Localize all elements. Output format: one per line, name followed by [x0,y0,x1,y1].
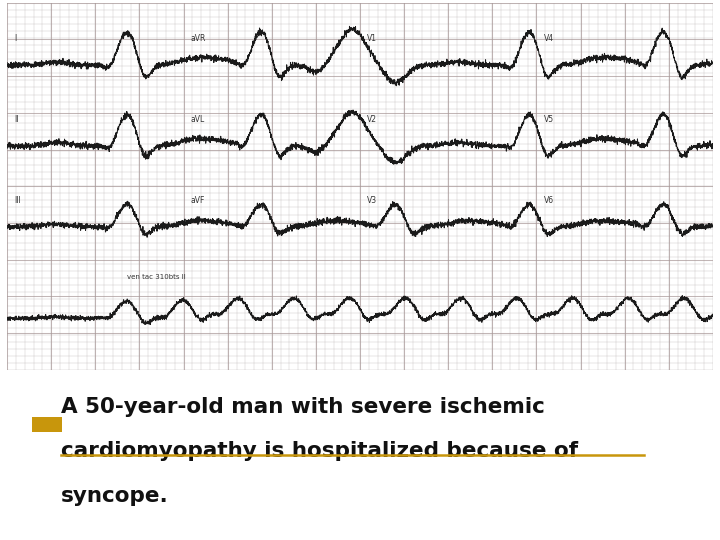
Text: V4: V4 [544,34,554,43]
Text: V6: V6 [544,195,554,205]
Text: aVR: aVR [191,34,206,43]
Text: I: I [14,34,17,43]
Text: II: II [14,115,19,124]
Text: V2: V2 [367,115,377,124]
Text: aVF: aVF [191,195,205,205]
Text: III: III [14,195,21,205]
Text: V1: V1 [367,34,377,43]
Bar [32,417,61,432]
Text: syncope.: syncope. [61,485,169,505]
Text: aVL: aVL [191,115,205,124]
Text: V3: V3 [367,195,377,205]
Text: ven tac 310bts II: ven tac 310bts II [127,274,186,280]
Text: cardiomyopathy is hospitalized because of: cardiomyopathy is hospitalized because o… [61,441,578,461]
Text: V5: V5 [544,115,554,124]
Text: A 50-year-old man with severe ischemic: A 50-year-old man with severe ischemic [61,397,545,417]
